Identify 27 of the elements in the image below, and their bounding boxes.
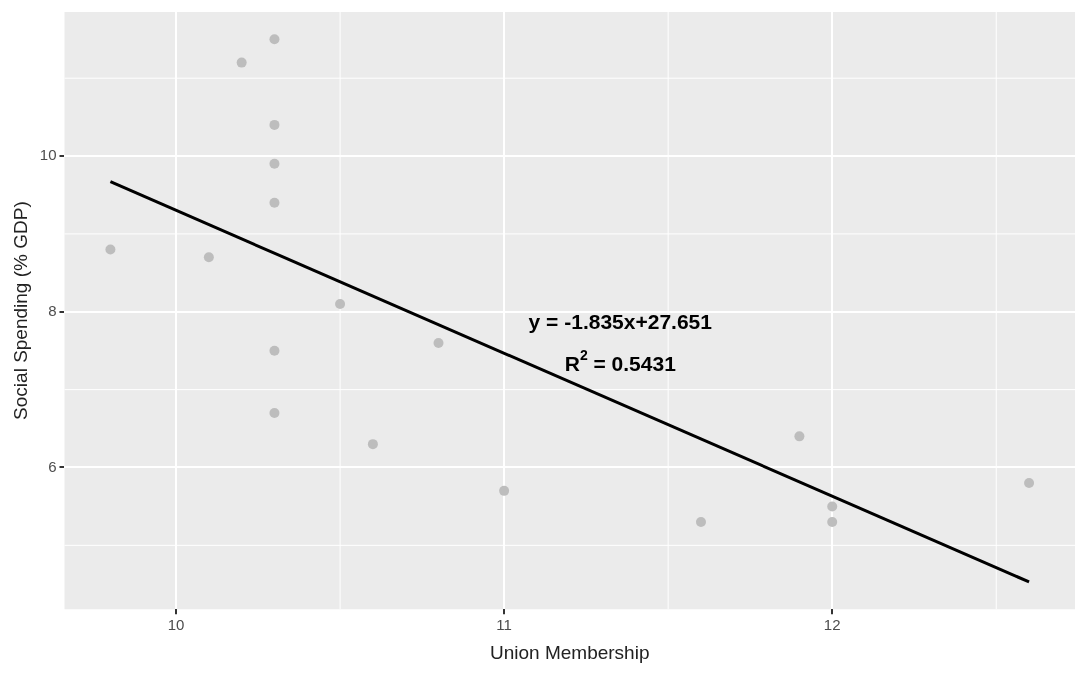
point: [827, 517, 838, 527]
point: [499, 485, 510, 496]
point: [794, 431, 805, 442]
x-tick-label: 11: [496, 616, 512, 634]
x-tick-label: 10: [167, 616, 185, 634]
point: [367, 439, 378, 450]
annotation: y = -1.835x+27.651: [528, 309, 713, 333]
x-axis-title: Union Membership: [490, 641, 650, 663]
y-axis-title: Social Spending (% GDP): [9, 201, 31, 420]
y-tick-label: 10: [39, 146, 57, 164]
point: [269, 158, 280, 169]
point: [236, 57, 247, 68]
point: [827, 501, 838, 512]
point: [433, 337, 444, 348]
point: [203, 252, 214, 263]
y-tick-label: 8: [48, 301, 57, 319]
point: [105, 244, 116, 255]
point: [269, 197, 280, 208]
point: [1024, 478, 1035, 489]
point: [335, 298, 346, 309]
point: [695, 517, 706, 527]
x-tick-label: 12: [823, 616, 841, 634]
point: [269, 119, 280, 130]
point: [269, 407, 280, 418]
point: [269, 345, 280, 356]
y-tick-label: 6: [48, 457, 57, 475]
point: [269, 34, 280, 45]
